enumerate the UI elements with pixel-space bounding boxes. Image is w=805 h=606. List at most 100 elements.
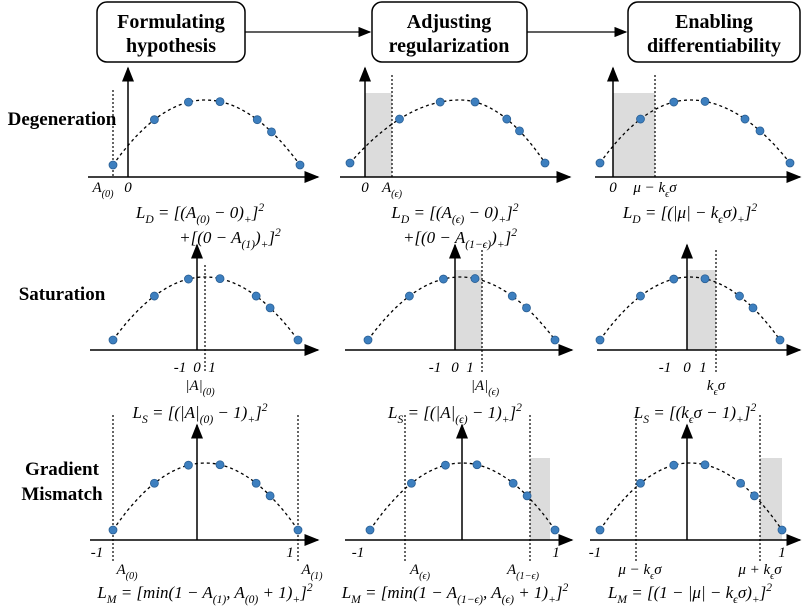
formula: LD = [(|μ| − kϵσ)+]2	[622, 201, 758, 226]
data-point	[669, 97, 679, 107]
data-point	[700, 274, 710, 284]
text-part: 2	[766, 581, 772, 594]
curve	[112, 276, 299, 341]
text-part: +	[502, 413, 510, 426]
data-point	[252, 115, 262, 125]
text-part: σ	[654, 562, 662, 578]
formula: LS = [(kϵσ − 1)+]2	[633, 401, 757, 426]
text-part: μ − k	[617, 562, 650, 578]
curve	[599, 99, 791, 164]
text-part: ]	[504, 228, 512, 247]
text-part: 1	[778, 545, 786, 561]
axis-label: 0	[451, 360, 459, 376]
text-part: +	[261, 238, 269, 251]
text-part: M	[350, 593, 362, 606]
axis-label: A(0)	[91, 180, 114, 200]
data-point	[184, 97, 193, 107]
shaded-region	[530, 458, 550, 540]
text-part: -1	[91, 545, 104, 561]
text-part: = [(A	[409, 203, 452, 222]
data-point	[365, 525, 375, 535]
data-point	[345, 158, 355, 168]
text-part: σ)	[738, 583, 752, 602]
axis-label: A(0)	[115, 562, 138, 582]
shaded-region	[613, 93, 655, 177]
text-part: S	[142, 413, 148, 426]
data-point	[184, 460, 193, 470]
header-text: hypothesis	[126, 35, 216, 57]
text-part: (0)	[200, 413, 214, 426]
text-part: )	[490, 228, 497, 247]
text-part: +[(0 − A	[403, 228, 466, 247]
text-part: (0)	[196, 213, 210, 226]
data-point	[251, 291, 261, 301]
data-point	[755, 126, 765, 136]
text-part: (1−ϵ)	[465, 238, 491, 251]
text-part: -1	[429, 360, 442, 376]
data-point	[265, 491, 275, 501]
text-part: -1	[174, 360, 187, 376]
data-point	[522, 303, 531, 313]
text-part: 1	[286, 545, 294, 561]
text-part: σ	[718, 378, 726, 394]
data-point	[502, 114, 512, 124]
text-part: L	[607, 583, 617, 602]
data-point	[785, 158, 795, 168]
text-part: ϵ	[665, 189, 670, 200]
axis-label: A(ϵ)	[381, 180, 403, 200]
header-text: differentiability	[647, 35, 781, 57]
text-part: L	[131, 403, 141, 422]
data-point	[550, 525, 560, 535]
text-part: -1	[659, 360, 672, 376]
data-point	[435, 97, 445, 107]
data-point	[595, 335, 605, 345]
text-part: ]	[251, 203, 259, 222]
text-part: +	[244, 213, 252, 226]
axis-label: 1	[778, 545, 786, 561]
text-part: = [min(1 − A	[361, 583, 458, 602]
data-point	[470, 97, 480, 107]
formula: LM = [min(1 − A(1), A(0) + 1)+]2	[96, 581, 312, 606]
text-part: 0	[361, 180, 369, 196]
axis-label: 1	[466, 360, 474, 376]
data-point	[775, 335, 785, 345]
text-part: D	[400, 213, 410, 226]
text-part: |A|	[185, 378, 202, 394]
axis-label: -1	[174, 360, 187, 376]
data-point	[265, 303, 275, 313]
text-part: L	[633, 403, 643, 422]
text-part: S	[643, 413, 649, 426]
text-part: ]	[505, 203, 513, 222]
axis-label: 0	[609, 180, 617, 196]
data-point	[595, 158, 605, 168]
text-part: ϵ	[770, 571, 775, 582]
data-point	[108, 335, 118, 345]
axis-label: 1	[286, 545, 294, 561]
text-part: +	[736, 413, 744, 426]
text-part: ϵ	[714, 387, 719, 398]
text-part: μ + k	[737, 562, 770, 578]
data-point	[736, 478, 745, 488]
data-point	[636, 291, 645, 301]
data-point	[540, 158, 550, 168]
data-point	[363, 335, 373, 345]
text-part: L	[135, 203, 145, 222]
axis-label: -1	[429, 360, 442, 376]
text-part: A	[381, 180, 392, 196]
data-point	[636, 478, 645, 488]
text-part: +	[548, 593, 556, 606]
axis-label: 1	[699, 360, 707, 376]
axis-label: A(ϵ)	[409, 562, 431, 582]
text-part: − 1)	[468, 403, 502, 422]
text-part: σ − 1)	[693, 403, 736, 422]
text-part: )	[254, 228, 261, 247]
data-point	[550, 335, 560, 345]
text-part: A	[506, 562, 517, 578]
text-part: A	[409, 562, 420, 578]
text-part: − 0)	[464, 203, 498, 222]
text-part: ϵ	[733, 593, 739, 606]
text-part: σ	[774, 562, 782, 578]
text-part: ]	[555, 583, 563, 602]
